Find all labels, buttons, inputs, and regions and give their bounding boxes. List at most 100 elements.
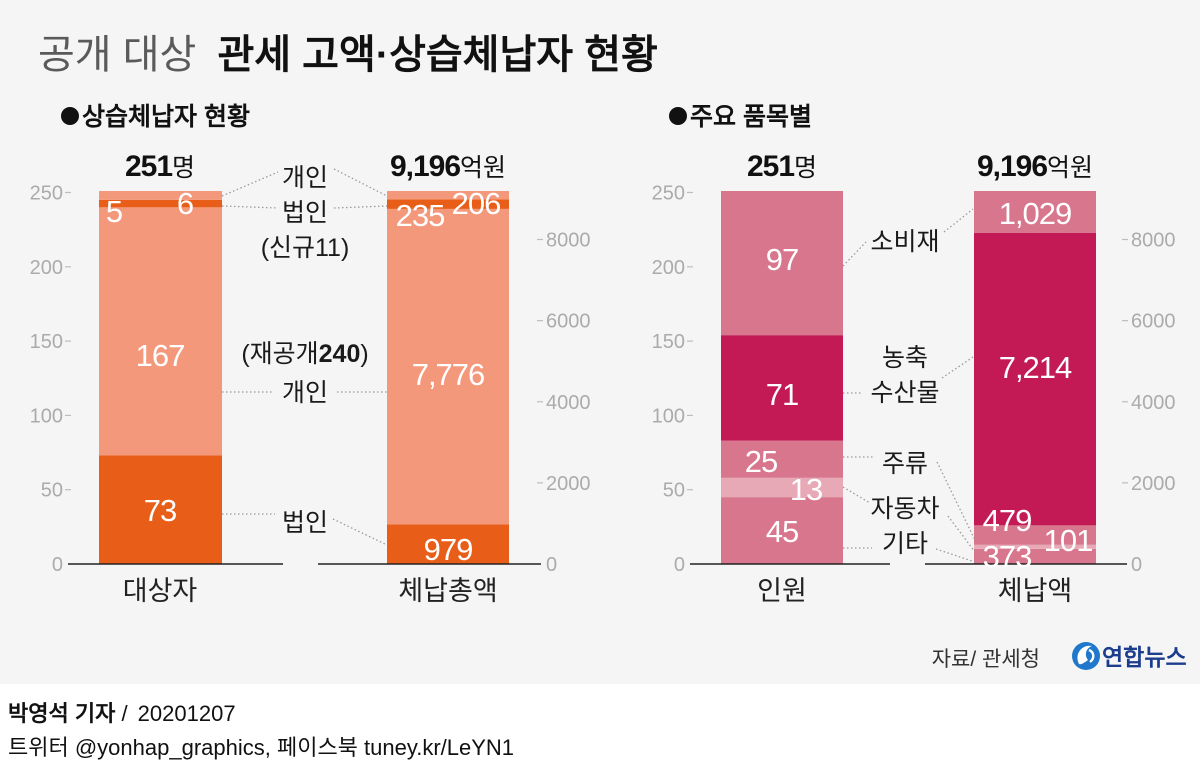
y-right-tick-label: 0 (1131, 554, 1142, 576)
title-bold: 관세 고액·상습체납자 현황 (217, 33, 657, 77)
credit-separator: / (115, 701, 133, 726)
y-left-tick-label: 50 (663, 480, 685, 502)
annotation-count: 240 (319, 340, 361, 368)
value-label: 101 (1044, 523, 1093, 558)
annotation-republished-individual: 개인 (282, 379, 328, 407)
value-label: 13 (790, 472, 822, 507)
credits-background (0, 684, 1200, 776)
bars (99, 191, 509, 564)
y-right-tick-label: 0 (546, 554, 557, 576)
total-number: 251 (125, 150, 172, 183)
total-label: 9,196억원 (977, 150, 1093, 183)
value-label: 73 (144, 493, 176, 528)
axes: 0 50 100 150 200 250 0 2000 4000 6000 8000 (652, 182, 1176, 576)
bar-segment-2 (721, 477, 843, 498)
y-right-tick-label: 4000 (546, 392, 591, 414)
value-label: 235 (396, 198, 445, 233)
value-label: 97 (766, 242, 798, 277)
y-left-tick-label: 0 (674, 554, 685, 576)
annotation-other: 기타 (882, 530, 928, 558)
credit-date: 20201207 (138, 701, 236, 726)
annotation-new-individual: 개인 (282, 164, 328, 192)
yonhap-logo-icon (1072, 642, 1100, 670)
total-unit: 억원 (460, 154, 506, 182)
value-label: 167 (136, 338, 185, 373)
value-label: 5 (106, 194, 122, 229)
annotation-republished-group: (재공개240) (241, 340, 368, 368)
credit-line: 박영석 기자 / 20201207 (8, 701, 236, 726)
value-label: 7,776 (412, 357, 485, 392)
leader-line (935, 548, 976, 563)
page-title: 공개 대상 관세 고액·상습체납자 현황 (38, 33, 658, 77)
annotation-liquor: 주류 (882, 450, 928, 478)
total-unit: 명 (172, 154, 195, 182)
annotation-republished-corporate: 법인 (282, 509, 328, 537)
category-label: 인원 (757, 576, 807, 606)
bars (721, 191, 1096, 564)
bar-segment-3 (99, 199, 222, 208)
bullet-icon (669, 107, 687, 125)
value-label: 1,029 (999, 196, 1072, 231)
y-left-tick-label: 150 (30, 331, 63, 353)
title-light: 공개 대상 (38, 33, 196, 77)
value-label: 25 (745, 444, 777, 479)
y-right-tick-label: 6000 (546, 311, 591, 333)
annotation-new-group: (신규11) (261, 234, 350, 262)
chart-delinquents: 상습체납자 현황 251명 9,196억원 0 50 100 150 200 250 0 20… (30, 103, 591, 606)
annotation-agri-line2: 수산물 (870, 379, 939, 407)
category-label: 체납액 (998, 576, 1073, 606)
leader-line (842, 241, 867, 267)
annotation-consumer-goods: 소비재 (870, 228, 939, 256)
bar-segment-1 (387, 524, 509, 564)
bar-segment-1 (974, 548, 1096, 564)
y-right-tick-label: 8000 (546, 230, 591, 252)
bar-segment-4 (387, 191, 509, 200)
total-label: 9,196억원 (390, 150, 506, 183)
value-label: 206 (452, 186, 501, 221)
bar-segment-4 (974, 232, 1096, 526)
y-left-tick-label: 250 (30, 182, 63, 204)
brand-name: 연합뉴스 (1102, 644, 1187, 670)
social-line: 트위터 @yonhap_graphics, 페이스북 tuney.kr/LeYN… (8, 735, 514, 760)
y-right-tick-label: 4000 (1131, 392, 1176, 414)
total-unit: 명 (794, 154, 817, 182)
leader-line (842, 486, 871, 504)
annotation-text: ) (360, 340, 368, 368)
category-label: 체납총액 (398, 576, 497, 606)
source-label: 자료/ 관세청 (932, 648, 1040, 671)
leader-line (221, 205, 279, 209)
bar-segment-4 (721, 335, 843, 441)
bar-segment-2 (99, 207, 222, 456)
bar-segment-2 (387, 208, 509, 525)
reporter-name: 박영석 기자 (8, 701, 116, 726)
bar-segment-5 (721, 191, 843, 336)
annotation-automobile: 자동차 (870, 495, 939, 523)
y-left-tick-label: 100 (30, 405, 63, 427)
value-label: 6 (177, 186, 193, 221)
y-left-tick-label: 250 (652, 182, 685, 204)
category-label: 대상자 (123, 576, 198, 606)
y-right-tick-label: 8000 (1131, 230, 1176, 252)
leader-line (936, 461, 976, 541)
y-left-tick-label: 150 (652, 331, 685, 353)
value-label: 373 (983, 539, 1032, 574)
y-right-tick-label: 2000 (546, 473, 591, 495)
value-label: 979 (424, 532, 473, 567)
total-number: 9,196 (977, 150, 1047, 183)
bar-segment-3 (974, 525, 1096, 545)
value-label: 7,214 (999, 350, 1072, 385)
total-unit: 억원 (1047, 154, 1093, 182)
axes: 0 50 100 150 200 250 0 2000 4000 6000 8000 (30, 182, 591, 576)
chart-by-item: 주요 품목별 251명 9,196억원 0 50 100 150 200 250 0 2000… (652, 103, 1176, 606)
total-number: 251 (747, 150, 794, 183)
y-right-tick-label: 6000 (1131, 311, 1176, 333)
value-label: 479 (983, 503, 1032, 538)
total-number: 9,196 (390, 150, 460, 183)
total-label: 251명 (747, 150, 817, 183)
annotation-text: (재공개 (241, 340, 318, 368)
total-label: 251명 (125, 150, 195, 183)
leader-line (333, 205, 388, 209)
y-left-tick-label: 50 (41, 480, 63, 502)
value-label: 71 (766, 377, 798, 412)
